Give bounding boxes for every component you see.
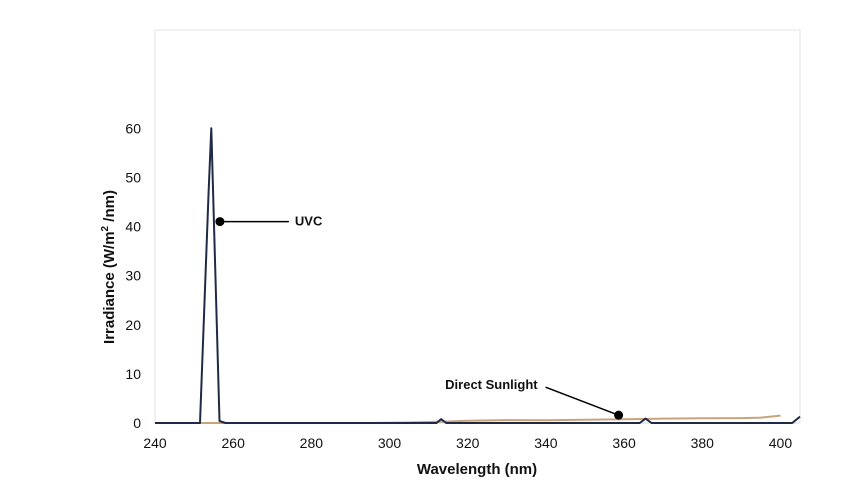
y-axis-title: Irradiance (W/m2 /nm): [100, 190, 118, 344]
x-tick-label-380: 380: [691, 435, 715, 451]
series-line-direct-sunlight: [155, 414, 781, 424]
series-layer: [155, 127, 801, 424]
x-tick-label-400: 400: [769, 435, 793, 451]
annotation-leader-direct-sunlight: [545, 386, 619, 416]
y-axis-title-superscript: 2: [100, 225, 111, 231]
x-tick-label-340: 340: [534, 435, 558, 451]
x-tick-label-320: 320: [456, 435, 480, 451]
y-tick-label-50: 50: [125, 169, 141, 185]
x-tick-labels: 240 260 280 300 320 340 360 380 400: [143, 435, 792, 451]
y-tick-label-60: 60: [125, 120, 141, 136]
y-tick-label-30: 30: [125, 268, 141, 284]
annotation-label-direct-sunlight: Direct Sunlight: [445, 377, 538, 392]
y-tick-label-20: 20: [125, 317, 141, 333]
y-axis-title-tail: /nm): [101, 190, 118, 226]
annotation-label-uvc: UVC: [295, 214, 323, 229]
plot-frame: [154, 29, 801, 424]
y-tick-label-0: 0: [133, 415, 141, 431]
y-tick-labels: 0 10 20 30 40 50 60: [125, 120, 141, 431]
x-tick-label-280: 280: [300, 435, 324, 451]
x-tick-label-360: 360: [612, 435, 636, 451]
series-line-uvc: [155, 127, 801, 424]
x-tick-label-240: 240: [143, 435, 167, 451]
x-axis-title: Wavelength (nm): [417, 461, 537, 478]
y-axis-title-main: Irradiance (W/m: [101, 231, 118, 344]
y-tick-label-40: 40: [125, 219, 141, 235]
y-tick-label-10: 10: [125, 366, 141, 382]
x-tick-label-260: 260: [222, 435, 246, 451]
x-tick-label-300: 300: [378, 435, 402, 451]
annotation-layer: UVC Direct Sunlight: [215, 214, 624, 420]
